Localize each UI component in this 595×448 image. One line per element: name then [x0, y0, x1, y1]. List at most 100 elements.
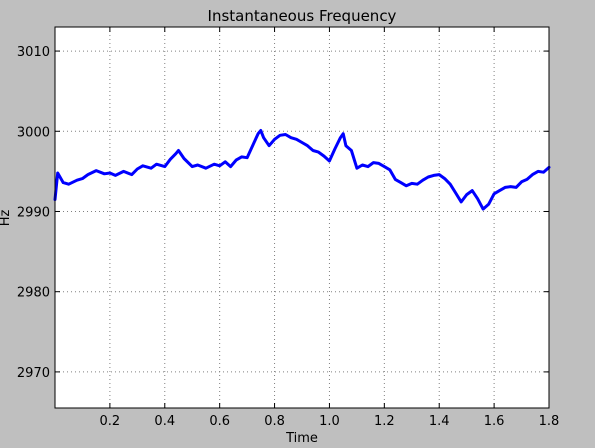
- series-point: [526, 178, 528, 180]
- series-point: [260, 129, 262, 132]
- series-point: [87, 174, 89, 176]
- series-point: [334, 148, 336, 150]
- plot-background: [55, 27, 549, 408]
- series-point: [68, 183, 70, 185]
- series-point: [493, 193, 495, 195]
- series-point: [230, 166, 232, 168]
- series-point: [76, 179, 78, 181]
- axis-ticks: [55, 27, 550, 408]
- series-layer: [53, 129, 551, 211]
- series-point: [197, 164, 199, 166]
- y-tick-label: 3010: [17, 45, 50, 60]
- series-point: [169, 158, 171, 160]
- series-point: [123, 170, 125, 172]
- series-point: [438, 174, 440, 176]
- plot-area: [53, 26, 551, 409]
- series-point: [400, 182, 402, 184]
- series-point: [372, 162, 374, 164]
- series-point: [367, 166, 369, 168]
- series-point: [164, 166, 166, 168]
- x-tick-labels: 0.2 0.4 0.6 0.8 1.0 1.2 1.4 1.6 1.8: [100, 414, 560, 429]
- x-tick-label: 1.0: [319, 414, 340, 429]
- series-point: [460, 201, 462, 203]
- series-point: [246, 157, 248, 159]
- x-tick-label: 0.8: [264, 414, 285, 429]
- series-point: [356, 167, 358, 169]
- series-point: [427, 176, 429, 178]
- x-tick-label: 1.4: [429, 414, 450, 429]
- series-point: [510, 186, 512, 188]
- x-axis-label: Time: [285, 431, 318, 446]
- series-point: [342, 133, 344, 135]
- series-point: [378, 162, 380, 164]
- series-point: [531, 174, 534, 176]
- series-point: [114, 174, 116, 176]
- x-tick-label: 0.4: [154, 414, 175, 429]
- series-point: [142, 165, 144, 167]
- series-point: [521, 181, 523, 183]
- series-point: [284, 133, 287, 136]
- series-point: [57, 172, 59, 174]
- series-point: [317, 151, 320, 153]
- series-point: [422, 179, 424, 181]
- series-point: [455, 192, 457, 194]
- series-point: [488, 203, 490, 205]
- series-point: [306, 145, 309, 147]
- series-point: [394, 178, 396, 180]
- series-point: [504, 186, 506, 188]
- y-axis-label: Hz: [0, 210, 13, 227]
- series-point: [235, 159, 237, 161]
- series-point: [241, 156, 243, 158]
- series-point: [482, 208, 484, 210]
- series-point: [477, 198, 479, 200]
- series-point: [62, 182, 64, 184]
- series-point: [301, 141, 303, 144]
- x-tick-label: 1.2: [374, 414, 395, 429]
- x-tick-label: 0.6: [209, 414, 230, 429]
- series-point: [177, 149, 180, 152]
- series-point: [295, 138, 298, 140]
- series-point: [155, 163, 158, 165]
- series-point: [411, 182, 413, 184]
- series-point: [205, 167, 207, 169]
- series-point: [389, 169, 391, 171]
- y-tick-label: 2990: [17, 205, 50, 220]
- series-point: [323, 155, 325, 157]
- series-point: [328, 160, 330, 162]
- series-point: [433, 174, 435, 176]
- y-tick-labels: 2970 2980 2990 3000 3010: [17, 45, 50, 381]
- series-point: [131, 174, 133, 176]
- series-point: [279, 134, 281, 136]
- series-point: [542, 171, 545, 173]
- series-point: [219, 165, 221, 167]
- series-point: [136, 168, 138, 170]
- series-point: [81, 178, 83, 180]
- series-point: [466, 194, 468, 196]
- series-point: [263, 137, 265, 139]
- y-tick-label: 2970: [17, 366, 50, 381]
- series-point: [109, 172, 111, 174]
- series-point: [449, 183, 451, 185]
- series-point: [350, 149, 352, 152]
- series-point: [383, 166, 385, 168]
- x-tick-label: 1.6: [484, 414, 505, 429]
- series-point: [339, 137, 341, 139]
- series-point: [268, 145, 270, 147]
- y-tick-label: 3000: [17, 125, 50, 140]
- series-point: [361, 164, 363, 166]
- series-point: [224, 161, 226, 163]
- series-point: [345, 145, 347, 147]
- series-point: [537, 170, 539, 172]
- series-point: [416, 183, 418, 185]
- series-point: [175, 153, 177, 155]
- series-point: [312, 149, 314, 152]
- series-point: [103, 173, 105, 175]
- series-point: [257, 133, 259, 135]
- series-point: [183, 157, 185, 160]
- series-point: [252, 145, 254, 147]
- series-point: [213, 163, 215, 165]
- x-tick-label: 0.2: [100, 414, 121, 429]
- series-point: [274, 138, 276, 140]
- series-point: [499, 190, 501, 192]
